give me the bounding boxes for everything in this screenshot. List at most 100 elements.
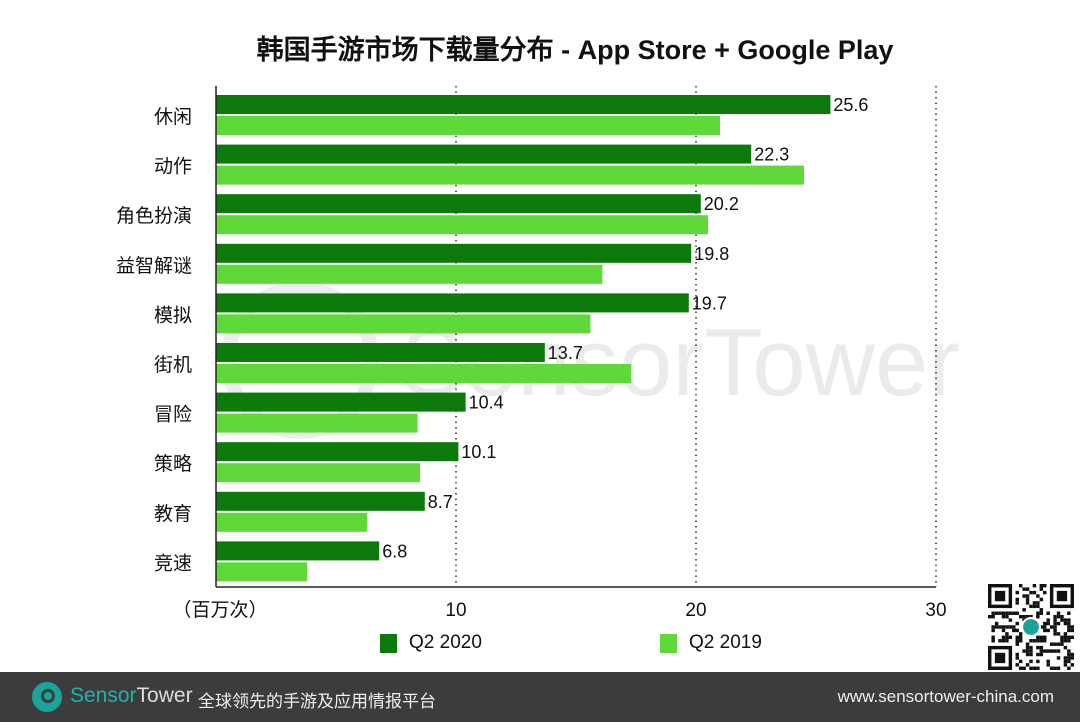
- qr-module: [1018, 666, 1023, 670]
- qr-module: [1049, 649, 1054, 653]
- data-label: 10.4: [469, 393, 504, 413]
- brand-tower: Tower: [136, 684, 193, 707]
- qr-module: [1029, 645, 1033, 650]
- qr-module: [1067, 639, 1071, 643]
- qr-module: [991, 628, 995, 633]
- qr-module: [1001, 614, 1006, 619]
- qr-module: [991, 635, 995, 640]
- qr-module: [1070, 663, 1074, 667]
- qr-module: [1029, 604, 1033, 609]
- qr-module: [1039, 635, 1044, 640]
- qr-module: [1022, 587, 1026, 591]
- qr-module: [1015, 652, 1019, 657]
- qr-module: [1056, 611, 1061, 615]
- qr-module: [1060, 639, 1064, 643]
- bar-q2-2020: [216, 491, 425, 511]
- qr-module: [1018, 632, 1023, 636]
- qr-module: [1063, 663, 1068, 667]
- qr-module: [1032, 590, 1037, 595]
- qr-module: [1046, 659, 1050, 664]
- qr-module: [1025, 601, 1030, 605]
- qr-module: [1015, 611, 1019, 615]
- qr-module: [1012, 625, 1016, 629]
- sensortower-logo-icon: [32, 682, 62, 712]
- qr-module: [1063, 659, 1068, 664]
- qr-module: [1039, 639, 1044, 643]
- qr-module: [1067, 635, 1071, 640]
- qr-module: [1015, 656, 1019, 660]
- qr-module: [1063, 632, 1068, 636]
- qr-module: [1025, 652, 1030, 657]
- x-axis-label: （百万次）: [172, 599, 267, 621]
- qr-module: [1008, 618, 1013, 622]
- legend-label: Q2 2020: [409, 632, 482, 653]
- qr-module: [994, 611, 999, 615]
- qr-module: [1053, 666, 1057, 670]
- qr-code[interactable]: [988, 584, 1074, 670]
- qr-module: [1053, 628, 1057, 633]
- qr-module: [1018, 584, 1023, 588]
- qr-module: [1032, 604, 1037, 609]
- qr-module: [1056, 666, 1061, 670]
- qr-module: [991, 625, 995, 629]
- bar-q2-2020: [216, 293, 689, 313]
- category-label: 教育: [154, 503, 192, 525]
- qr-module: [1001, 625, 1006, 629]
- qr-module: [1008, 625, 1013, 629]
- x-tick-label: 10: [445, 600, 466, 621]
- legend-swatch: [660, 633, 677, 653]
- data-label: 8.7: [428, 492, 453, 512]
- legend-item-q2-2020: Q2 2020: [380, 632, 482, 654]
- qr-module: [1060, 635, 1064, 640]
- qr-module: [1008, 611, 1013, 615]
- qr-module: [1060, 642, 1064, 646]
- qr-module: [1036, 652, 1040, 657]
- qr-logo-icon: [1021, 617, 1041, 637]
- category-label: 竞速: [154, 552, 192, 574]
- bar-q2-2020: [216, 343, 545, 362]
- qr-module: [1060, 614, 1064, 619]
- qr-module: [1025, 594, 1030, 598]
- bar-q2-2019: [216, 364, 632, 383]
- qr-module: [1025, 645, 1030, 650]
- qr-module: [1063, 656, 1068, 660]
- qr-module: [1032, 584, 1037, 588]
- qr-module: [1039, 608, 1044, 612]
- qr-module: [1056, 642, 1061, 646]
- qr-module: [1001, 611, 1006, 615]
- qr-module: [1070, 635, 1074, 640]
- qr-module: [1043, 639, 1047, 643]
- qr-module: [1039, 645, 1044, 650]
- qr-module: [1067, 652, 1071, 657]
- qr-module: [1056, 614, 1061, 619]
- qr-module: [1029, 652, 1033, 657]
- qr-module: [1070, 652, 1074, 657]
- bar-q2-2019: [216, 264, 603, 284]
- qr-module: [1043, 628, 1047, 633]
- qr-module: [1025, 597, 1030, 602]
- qr-module: [1039, 611, 1044, 615]
- data-label: 25.6: [833, 95, 868, 115]
- footer-url[interactable]: www.sensortower-china.com: [837, 687, 1054, 706]
- qr-module: [1015, 621, 1019, 626]
- qr-module: [1032, 639, 1037, 643]
- category-label: 休闲: [154, 106, 192, 128]
- qr-module: [1029, 639, 1033, 643]
- qr-module: [1015, 642, 1019, 646]
- qr-module: [991, 639, 995, 643]
- qr-module: [1060, 618, 1064, 622]
- bar-q2-2019: [216, 562, 308, 582]
- qr-module: [1070, 656, 1074, 660]
- qr-module: [1001, 639, 1006, 643]
- qr-module: [1018, 614, 1023, 619]
- bar-q2-2020: [216, 194, 701, 214]
- qr-module: [1056, 621, 1061, 626]
- qr-module: [1063, 645, 1068, 650]
- qr-module: [1036, 604, 1040, 609]
- qr-module: [988, 614, 992, 619]
- qr-module: [1036, 639, 1040, 643]
- brand-sensor: Sensor: [70, 684, 137, 707]
- qr-module: [1022, 608, 1026, 612]
- qr-module: [1056, 632, 1061, 636]
